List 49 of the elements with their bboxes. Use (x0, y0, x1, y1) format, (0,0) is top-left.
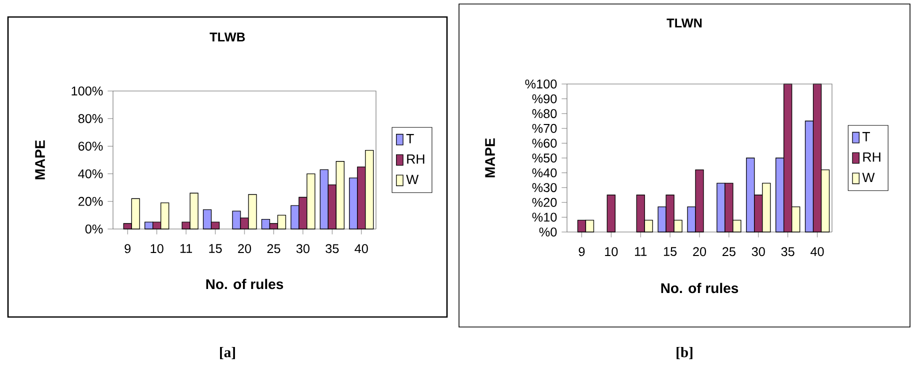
x-tick-label: 40 (354, 244, 368, 254)
y-tick-label: %100 (525, 80, 557, 88)
x-tick-label: 10 (605, 247, 618, 256)
x-tick-label: 25 (267, 244, 280, 254)
x-tick-label: 9 (578, 247, 585, 256)
chart-title: TLWN (666, 18, 702, 28)
x-tick-label: 20 (693, 247, 706, 256)
x-tick-label: 35 (781, 247, 794, 256)
x-tick-label: 30 (752, 247, 765, 256)
y-tick-label: %60 (532, 138, 557, 148)
y-tick-label: %50 (532, 154, 557, 162)
legend-label: RH (407, 154, 424, 164)
x-tick-label: 35 (326, 244, 339, 254)
y-tick-label: 40% (78, 169, 103, 178)
y-tick-label: 100% (72, 86, 103, 96)
legend-label: W (862, 172, 875, 182)
chart-title: TLWB (210, 32, 245, 42)
x-tick-label: 9 (124, 244, 131, 254)
y-axis-title: MAPE (35, 140, 45, 180)
y-tick-label: %90 (532, 94, 557, 104)
x-tick-label: 30 (296, 244, 310, 254)
y-tick-label: 60% (78, 142, 103, 151)
x-tick-label: 10 (150, 244, 164, 254)
legend-label: T (862, 132, 870, 142)
x-tick-label: 11 (635, 247, 647, 256)
x-tick-label: 15 (664, 247, 677, 256)
y-tick-label: 80% (78, 114, 103, 124)
x-axis-title: No. of rules (661, 282, 738, 294)
x-tick-label: 15 (209, 244, 222, 253)
text: [a] (220, 346, 235, 360)
legend-label: W (406, 174, 419, 184)
legend-label: T (406, 134, 414, 144)
y-tick-label: %10 (532, 212, 557, 222)
y-tick-label: %40 (532, 168, 557, 178)
y-tick-label: %0 (539, 228, 557, 236)
x-tick-label: 11 (180, 244, 192, 253)
y-tick-label: %70 (532, 124, 557, 133)
x-tick-label: 25 (722, 247, 736, 256)
y-tick-label: %30 (532, 183, 557, 192)
y-tick-label: 0% (85, 224, 103, 234)
text: [b] (676, 346, 692, 360)
x-tick-label: 40 (810, 247, 824, 256)
x-axis-title: No. of rules (206, 278, 284, 290)
legend-label: RH (863, 152, 880, 162)
y-tick-label: %80 (532, 109, 557, 118)
y-axis-title: MAPE (485, 138, 495, 178)
y-tick-label: 20% (78, 196, 103, 206)
x-tick-label: 20 (238, 244, 252, 254)
y-tick-label: %20 (532, 198, 557, 207)
